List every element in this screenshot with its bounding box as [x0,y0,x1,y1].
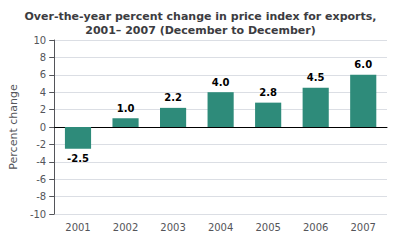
svg-text:2.8: 2.8 [259,87,277,98]
svg-text:0: 0 [40,122,46,133]
svg-text:Percent change: Percent change [7,84,20,170]
svg-text:-2: -2 [36,139,46,150]
svg-text:1.0: 1.0 [117,103,135,114]
svg-text:2: 2 [40,104,46,115]
svg-text:2003: 2003 [160,222,185,233]
svg-text:2005: 2005 [255,222,280,233]
svg-text:2006: 2006 [303,222,328,233]
svg-text:-10: -10 [30,209,46,220]
svg-text:2.2: 2.2 [164,92,182,103]
svg-text:2001– 2007 (December to Decemb: 2001– 2007 (December to December) [85,24,316,37]
svg-text:2007: 2007 [351,222,376,233]
svg-text:2001: 2001 [65,222,90,233]
svg-text:4.0: 4.0 [212,77,230,88]
svg-text:-8: -8 [36,191,46,202]
svg-text:2002: 2002 [113,222,138,233]
svg-text:-2.5: -2.5 [67,153,89,164]
svg-text:2004: 2004 [208,222,233,233]
svg-text:10: 10 [33,35,46,46]
svg-text:6: 6 [40,69,46,80]
svg-text:6.0: 6.0 [354,59,372,70]
svg-text:4.5: 4.5 [307,72,325,83]
svg-text:Over-the-year percent change i: Over-the-year percent change in price in… [25,10,377,23]
svg-text:-4: -4 [36,156,46,167]
svg-text:8: 8 [40,52,46,63]
svg-text:4: 4 [40,87,46,98]
svg-text:-6: -6 [36,174,46,185]
